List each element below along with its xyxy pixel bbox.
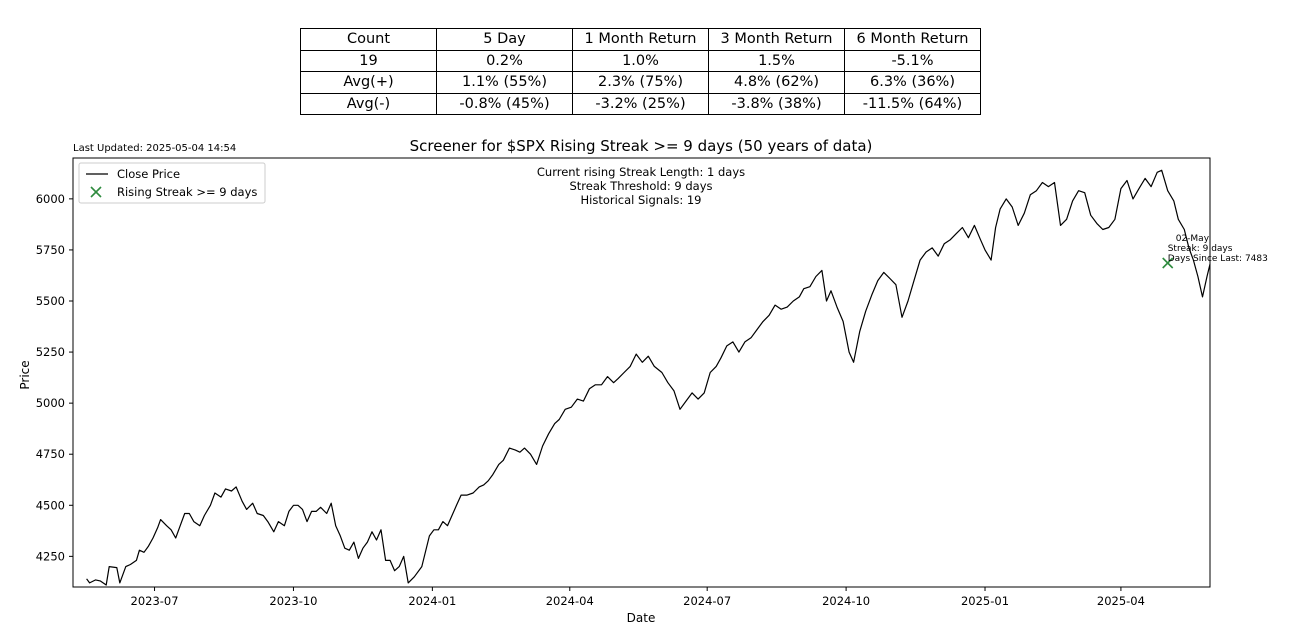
table-cell: -3.2% (25%)	[572, 92, 709, 115]
signal-annotation-line: Days Since Last: 7483	[1168, 254, 1268, 264]
info-line-signals: Historical Signals: 19	[580, 193, 701, 207]
table-row: Avg(+) 1.1% (55%) 2.3% (75%) 4.8% (62%) 6.3%…	[300, 71, 981, 94]
table-cell: Avg(-)	[300, 92, 437, 115]
legend: Close Price Rising Streak >= 9 days	[78, 162, 266, 204]
y-axis-ticks: 4250 4500 4750 5000 5250 5500 5750 6000	[36, 192, 73, 563]
y-axis-label: Price	[18, 360, 32, 389]
table-cell: 2.3% (75%)	[572, 71, 709, 94]
table-cell: -3.8% (38%)	[708, 92, 845, 115]
y-tick-label: 6000	[36, 192, 65, 206]
table-cell: -11.5% (64%)	[844, 92, 981, 115]
y-tick-label: 5500	[36, 294, 65, 308]
x-tick-label: 2024-04	[546, 594, 594, 608]
table-cell: 1.1% (55%)	[436, 71, 573, 94]
close-price-line	[86, 169, 1211, 586]
legend-box	[78, 162, 266, 204]
y-tick-label: 4500	[36, 498, 65, 512]
x-axis-label: Date	[627, 611, 656, 625]
table-cell: 0.2%	[436, 49, 573, 72]
legend-label-rising-streak: Rising Streak >= 9 days	[117, 185, 257, 199]
y-tick-label: 5750	[36, 243, 65, 257]
table-header-cell: 6 Month Return	[844, 28, 981, 51]
x-axis-ticks: 2023-07 2023-10 2024-01 2024-04 2024-07 2024-…	[131, 587, 1145, 608]
returns-table: Count 5 Day 1 Month Return 3 Month Return 6 …	[300, 28, 981, 115]
chart-title: Screener for $SPX Rising Streak >= 9 day…	[410, 137, 873, 155]
x-tick-label: 2023-10	[269, 594, 317, 608]
y-tick-label: 5000	[36, 396, 65, 410]
info-line-threshold: Streak Threshold: 9 days	[569, 179, 712, 193]
table-cell: 19	[300, 49, 437, 72]
info-line-streak-length: Current rising Streak Length: 1 days	[537, 165, 745, 179]
table-cell: Avg(+)	[300, 71, 437, 94]
table-row: Avg(-) -0.8% (45%) -3.2% (25%) -3.8% (38%) -…	[300, 92, 981, 115]
table-cell: -0.8% (45%)	[436, 92, 573, 115]
y-tick-label: 5250	[36, 345, 65, 359]
table-cell: 4.8% (62%)	[708, 71, 845, 94]
x-tick-label: 2024-07	[683, 594, 731, 608]
x-tick-label: 2025-04	[1097, 594, 1145, 608]
legend-label-close-price: Close Price	[117, 167, 180, 181]
x-tick-label: 2024-01	[408, 594, 456, 608]
legend-marker-swatch	[90, 186, 102, 198]
y-tick-label: 4250	[36, 549, 65, 563]
last-updated-label: Last Updated: 2025-05-04 14:54	[73, 143, 236, 154]
x-tick-label: 2023-07	[131, 594, 179, 608]
signal-x-marker	[1162, 257, 1174, 269]
table-cell: 6.3% (36%)	[844, 71, 981, 94]
table-header-row: Count 5 Day 1 Month Return 3 Month Return 6 …	[300, 28, 981, 51]
table-cell: 1.0%	[572, 49, 709, 72]
info-text-block: Current rising Streak Length: 1 days Str…	[537, 165, 745, 207]
signal-annotation-line: Streak: 9 days	[1168, 244, 1233, 254]
plot-area	[72, 157, 1211, 588]
table-cell: -5.1%	[844, 49, 981, 72]
signal-annotation-line: 02-May	[1176, 234, 1210, 244]
x-tick-label: 2025-01	[961, 594, 1009, 608]
x-tick-label: 2024-10	[822, 594, 870, 608]
table-row: 19 0.2% 1.0% 1.5% -5.1%	[300, 49, 981, 72]
y-tick-label: 4750	[36, 447, 65, 461]
